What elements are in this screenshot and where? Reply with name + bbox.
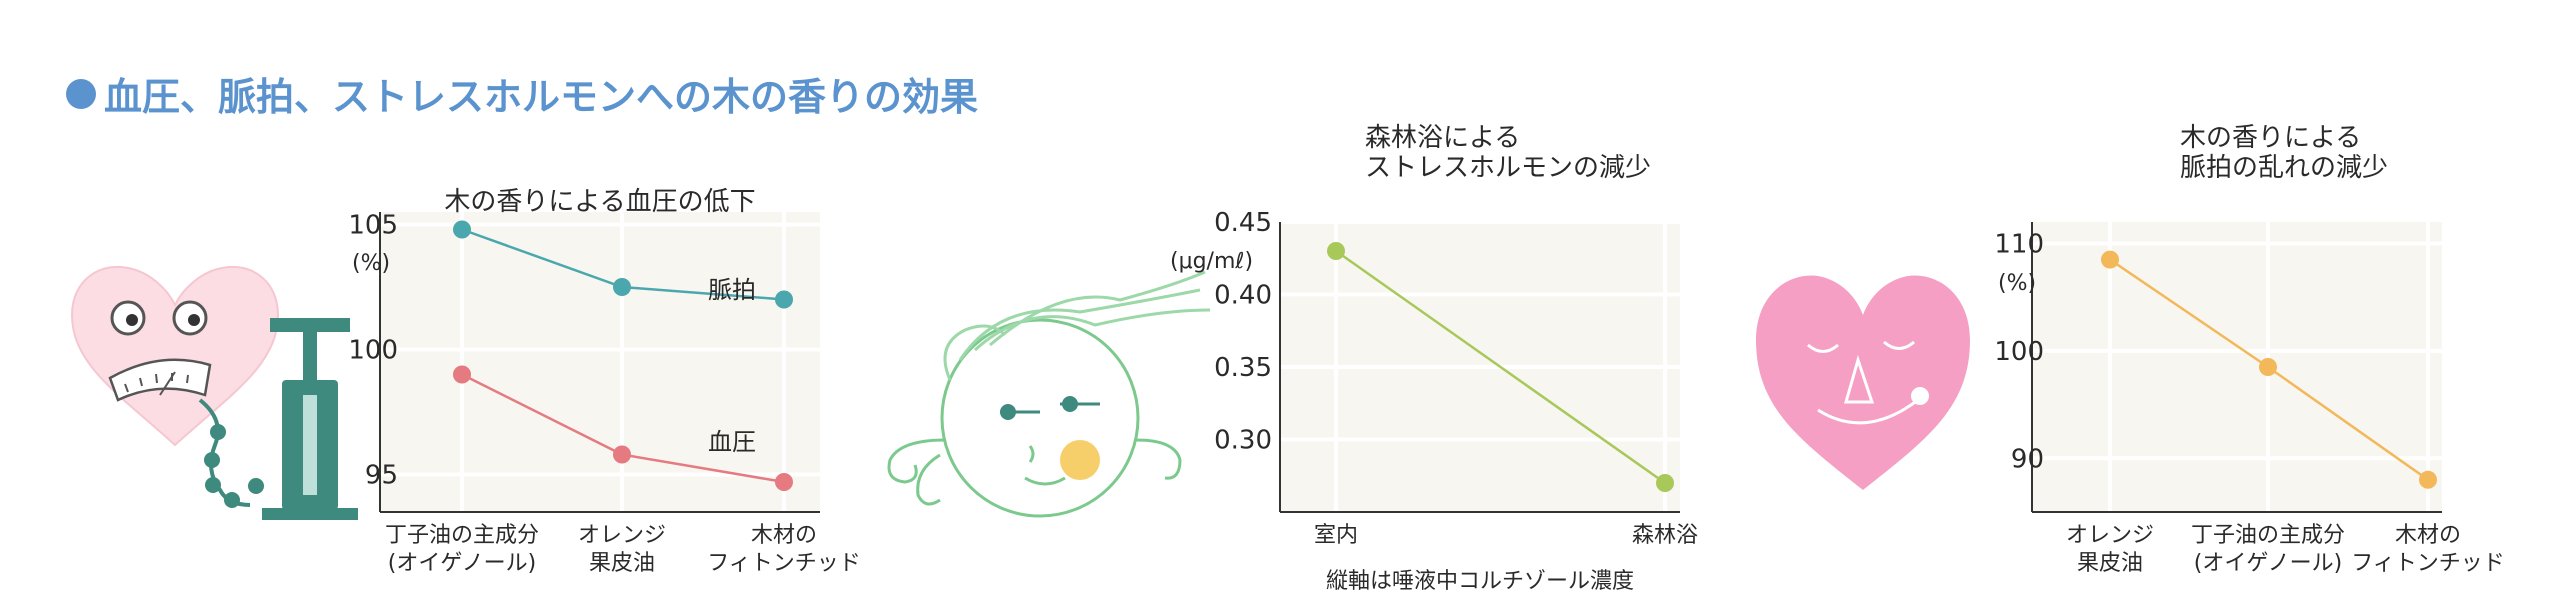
data-point	[453, 365, 471, 384]
y-tick-label: 0.35	[1214, 353, 1272, 383]
plot-area	[2032, 222, 2442, 512]
girl-face-illustration	[887, 270, 1211, 518]
y-unit-label: (%)	[1998, 271, 2036, 296]
y-tick-label: 100	[348, 336, 398, 366]
smiling-heart-illustration	[1756, 275, 1970, 490]
chart-title-line: 木の香りによる血圧の低下	[444, 187, 755, 217]
y-tick-label: 100	[1994, 337, 2044, 367]
y-unit-label: (%)	[352, 251, 390, 276]
chart-title-line: ストレスホルモンの減少	[1365, 153, 1651, 183]
y-tick-label: 105	[348, 211, 398, 241]
data-point	[2259, 358, 2277, 376]
x-category-label: オレンジ	[2066, 523, 2154, 548]
x-category-label: 木材の	[2395, 523, 2461, 548]
series-line	[1335, 249, 1666, 485]
x-category-label: フィトンチッド	[707, 551, 861, 576]
x-category-label: 室内	[1314, 523, 1358, 548]
data-point	[775, 290, 793, 309]
plot-area	[380, 212, 820, 512]
data-point	[1656, 474, 1674, 492]
data-point	[613, 278, 631, 296]
x-category-label: (オイゲノール)	[2194, 551, 2343, 576]
x-category-label: 果皮油	[2077, 551, 2143, 576]
y-tick-label: 0.40	[1214, 281, 1272, 311]
series-label: 血圧	[708, 428, 756, 456]
bullet-icon	[66, 78, 96, 109]
x-category-label: (オイゲノール)	[388, 551, 537, 576]
data-point	[2101, 250, 2119, 269]
data-point	[613, 445, 631, 464]
x-category-label: フィトンチッド	[2351, 551, 2505, 576]
data-point	[2419, 470, 2437, 489]
x-category-label: 丁子油の主成分	[2191, 523, 2345, 548]
y-tick-label: 110	[1994, 229, 2044, 259]
chart-title-line: 森林浴による	[1365, 123, 1520, 153]
chart-footnote: 縦軸は唾液中コルチゾール濃度	[1326, 569, 1634, 594]
y-tick-label: 95	[365, 461, 398, 491]
y-tick-label: 0.30	[1214, 426, 1272, 456]
series-label: 脈拍	[708, 276, 756, 304]
x-category-label: 丁子油の主成分	[385, 523, 539, 548]
data-point	[775, 473, 793, 491]
chart-title-line: 脈拍の乱れの減少	[2180, 153, 2388, 183]
x-category-label: 木材の	[751, 523, 817, 548]
x-category-label: 森林浴	[1632, 523, 1698, 548]
data-point	[1327, 242, 1345, 260]
x-category-label: オレンジ	[578, 523, 666, 548]
x-category-label: 果皮油	[589, 551, 655, 576]
page-title-text: 血圧、脈拍、ストレスホルモンへの木の香りの効果	[104, 75, 979, 119]
y-tick-label: 0.45	[1214, 208, 1272, 238]
chart-2: 0.30 0.35 0.40 0.45 (μg/mℓ) 森林浴によるストレスホルモンの減少…	[1170, 123, 1698, 594]
chart-title-line: 木の香りによる	[2180, 123, 2361, 153]
page-title: 血圧、脈拍、ストレスホルモンへの木の香りの効果	[66, 66, 978, 121]
heart-gauge-illustration	[70, 265, 358, 520]
data-point	[453, 220, 471, 239]
y-unit-label: (μg/mℓ)	[1170, 249, 1253, 274]
y-tick-label: 90	[2011, 444, 2044, 474]
